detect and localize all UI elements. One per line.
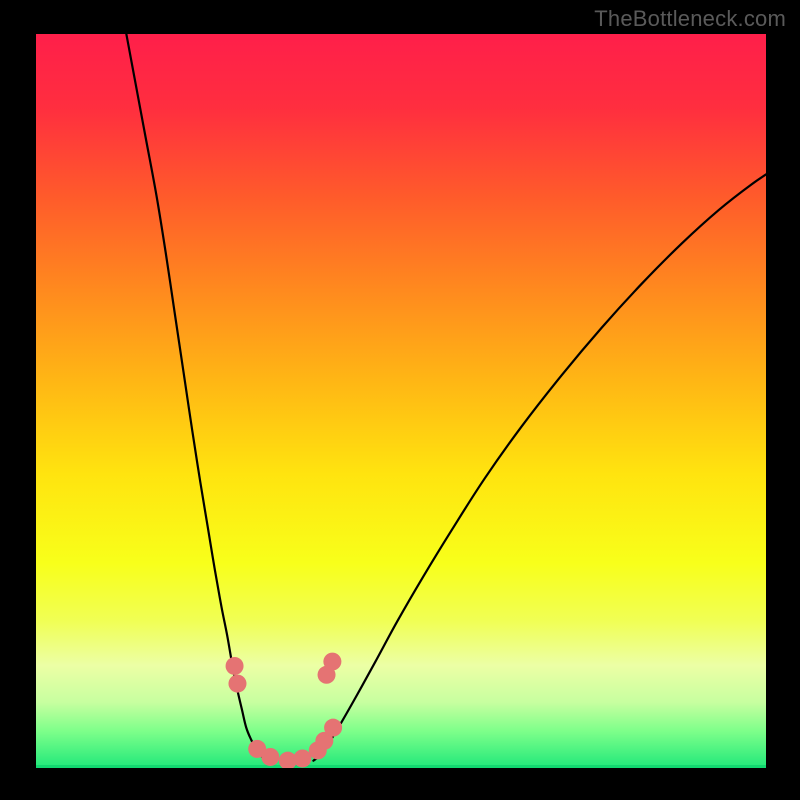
marker-dot — [324, 719, 342, 737]
marker-dot — [226, 657, 244, 675]
marker-dot — [261, 748, 279, 766]
marker-dot — [228, 675, 246, 693]
bottleneck-chart — [0, 0, 800, 800]
plot-background — [36, 34, 766, 768]
marker-dot — [323, 653, 341, 671]
marker-dot — [293, 749, 311, 767]
chart-stage: TheBottleneck.com — [0, 0, 800, 800]
